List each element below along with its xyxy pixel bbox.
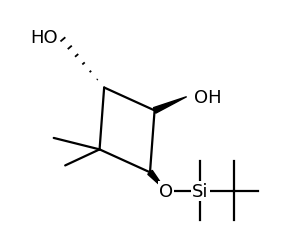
Text: O: O xyxy=(159,182,173,200)
Polygon shape xyxy=(148,171,166,191)
Text: Si: Si xyxy=(192,182,209,200)
Text: OH: OH xyxy=(194,88,221,106)
Text: HO: HO xyxy=(31,29,58,47)
Polygon shape xyxy=(153,97,187,114)
